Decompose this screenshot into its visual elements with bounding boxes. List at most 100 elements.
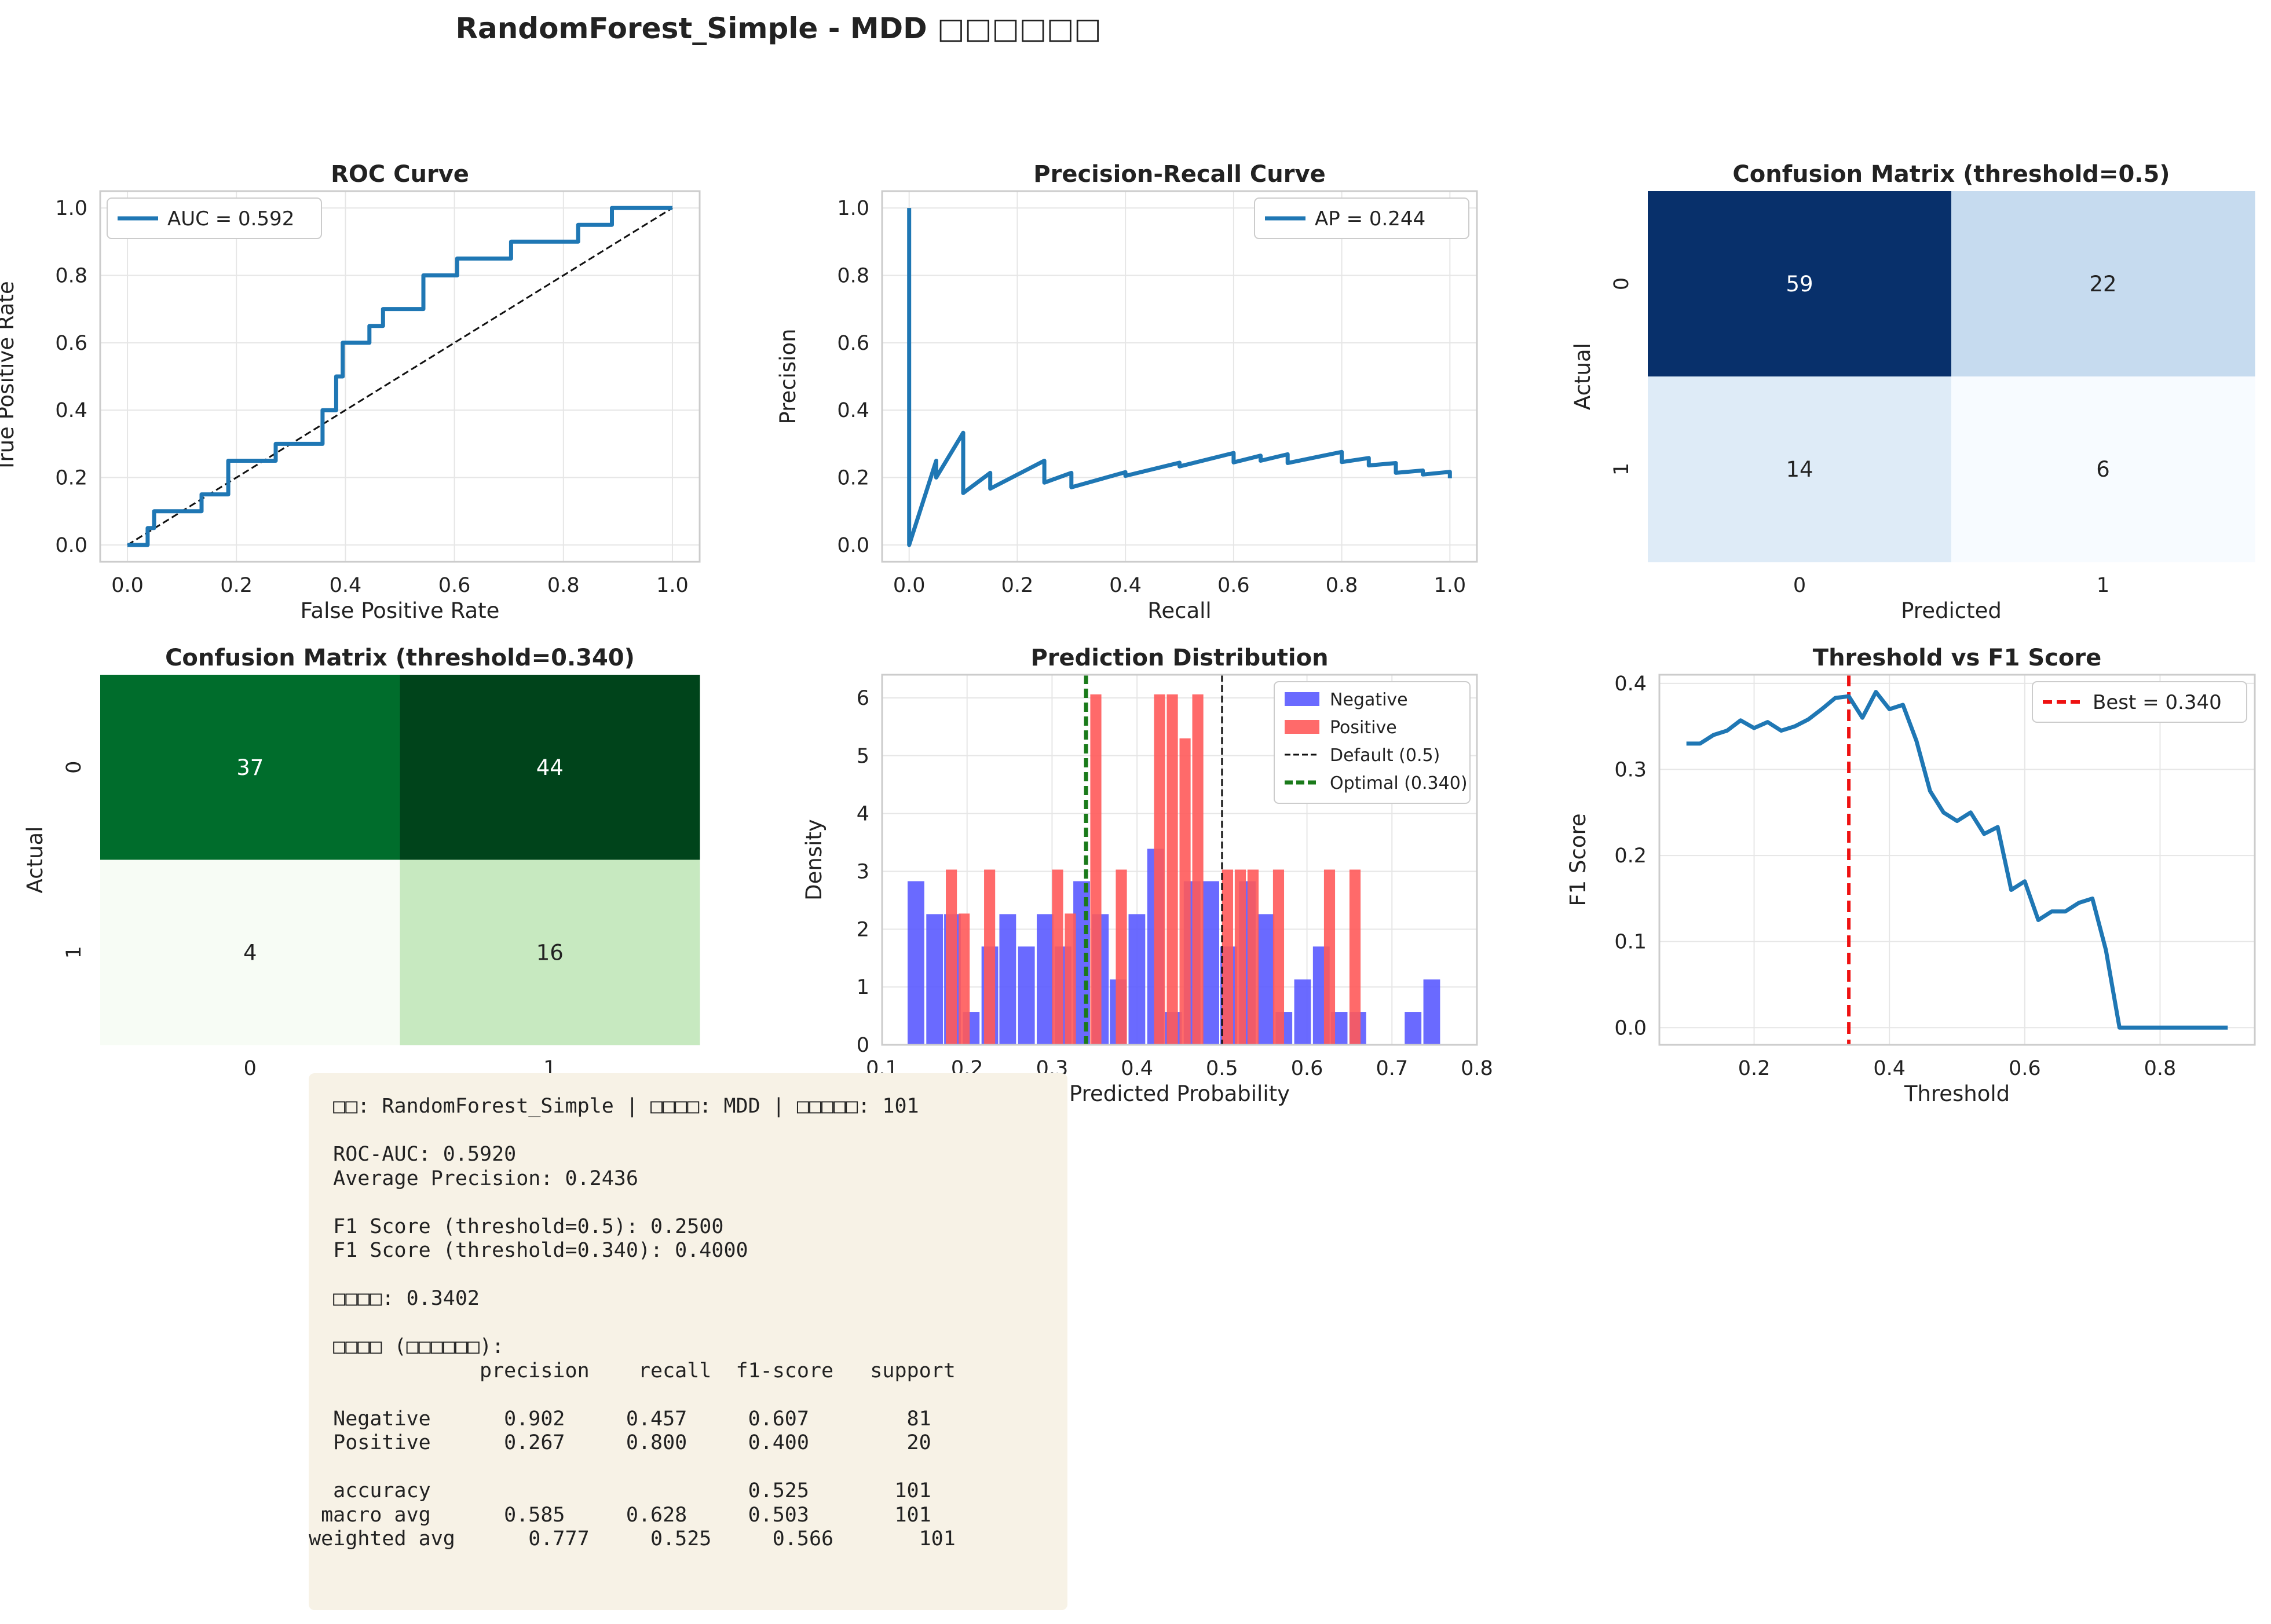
positive-bar xyxy=(1065,913,1076,1045)
y-axis-label: Density xyxy=(802,819,827,901)
cell-value: 59 xyxy=(1786,272,1813,297)
report-line: ROC-AUC: 0.5920 xyxy=(309,1143,517,1166)
y-tick-label: 0.2 xyxy=(837,467,869,490)
report-line: □□□□: 0.3402 xyxy=(309,1287,480,1310)
y-tick-label: 0.4 xyxy=(837,399,869,422)
y-tick-label: 3 xyxy=(857,860,869,883)
x-tick-label: 0.8 xyxy=(1461,1057,1493,1080)
y-tick-label: 0.6 xyxy=(837,332,869,355)
x-tick-label: 0.6 xyxy=(1291,1057,1323,1080)
x-axis-label: Recall xyxy=(1147,598,1211,623)
y-tick-label: 0.4 xyxy=(1614,672,1647,696)
y-tick-label: 0.6 xyxy=(55,332,87,355)
negative-bar xyxy=(1423,979,1440,1045)
series-line xyxy=(127,206,672,547)
heatmap-cell xyxy=(1951,376,2255,562)
positive-bar xyxy=(1247,869,1259,1045)
chart-title: ROC Curve xyxy=(331,161,469,188)
report-line: accuracy 0.525 101 xyxy=(309,1479,931,1502)
positive-bar xyxy=(1272,869,1285,1045)
report-line: Average Precision: 0.2436 xyxy=(309,1166,638,1190)
x-axis-label: Predicted xyxy=(1901,598,2002,623)
x-tick-label: 0.6 xyxy=(438,574,471,597)
legend-label: Best = 0.340 xyxy=(2093,691,2222,714)
x-tick-label: 0 xyxy=(244,1057,257,1080)
x-axis-label: Predicted Probability xyxy=(1069,1081,1290,1106)
negative-bar xyxy=(926,914,943,1045)
positive-bar xyxy=(1222,869,1234,1045)
y-tick-label: 0 xyxy=(63,761,86,774)
y-axis-label: Precision xyxy=(776,328,800,424)
plot-frame xyxy=(881,674,1478,1046)
positive-bar xyxy=(1166,694,1178,1045)
positive-bar xyxy=(1179,738,1191,1045)
x-tick-label: 0.2 xyxy=(220,574,253,597)
x-tick-label: 0.6 xyxy=(2009,1057,2041,1080)
chart-hist: 0.1 0.2 0.3 0.4 0.5 0.6 0.7 0.80123456Predictio… xyxy=(802,645,1493,1106)
x-tick-label: 0.8 xyxy=(1326,574,1358,597)
x-tick-label: 0 xyxy=(1793,574,1806,597)
y-tick-label: 0.2 xyxy=(55,467,87,490)
y-tick-label: 0 xyxy=(1610,277,1633,290)
cell-value: 14 xyxy=(1786,457,1813,482)
chart-roc: 0.0 0.2 0.4 0.6 0.8 1.0 0.0 0.2 0.4 0.6 0.8 1.0 ROC … xyxy=(0,161,701,623)
y-tick-label: 0.3 xyxy=(1614,758,1647,781)
x-tick-label: 0.6 xyxy=(1217,574,1250,597)
negative-bar xyxy=(1202,881,1219,1045)
report-line: precision recall f1-score support xyxy=(309,1359,956,1382)
plot-frame xyxy=(1658,674,2256,1046)
heatmap-cell xyxy=(400,859,700,1045)
x-tick-label: 1.0 xyxy=(1433,574,1466,597)
series-line xyxy=(907,208,1452,547)
y-axis-label: True Positive Rate xyxy=(0,281,19,473)
chart-pr: 0.0 0.2 0.4 0.6 0.8 1.0 0.0 0.2 0.4 0.6 0.8 1.0 Prec… xyxy=(776,161,1478,623)
negative-bar xyxy=(1405,1012,1422,1045)
chart-title: Threshold vs F1 Score xyxy=(1813,645,2101,671)
y-tick-label: 5 xyxy=(857,745,869,768)
plot-frame xyxy=(99,190,701,563)
cell-value: 6 xyxy=(2096,457,2110,482)
cell-value: 4 xyxy=(243,940,257,965)
legend-label: AUC = 0.592 xyxy=(167,207,294,231)
x-tick-label: 0.7 xyxy=(1376,1057,1408,1080)
chart-title: Precision-Recall Curve xyxy=(1033,161,1325,188)
panels: 0.0 0.2 0.4 0.6 0.8 1.0 0.0 0.2 0.4 0.6 0.8 1.0 ROC … xyxy=(0,161,2256,1106)
report-line xyxy=(309,1119,956,1143)
report-line xyxy=(309,1191,956,1215)
x-tick-label: 0.8 xyxy=(547,574,580,597)
chart-cm1: 59 22 14 6 0 1 0 1 Confusion Matrix (threshold=0… xyxy=(1570,161,2255,623)
legend-label: Positive xyxy=(1330,718,1397,738)
y-tick-label: 1 xyxy=(63,946,86,959)
y-tick-label: 0.0 xyxy=(837,534,869,557)
y-tick-label: 0.2 xyxy=(1614,844,1647,868)
cell-value: 44 xyxy=(536,755,564,780)
y-tick-label: 0.4 xyxy=(55,399,87,422)
legend-box xyxy=(1274,681,1471,804)
y-tick-label: 0 xyxy=(857,1034,869,1057)
report-line xyxy=(309,1455,956,1480)
x-tick-label: 0.2 xyxy=(1001,574,1034,597)
y-tick-label: 0.0 xyxy=(1614,1016,1647,1040)
plot-frame xyxy=(881,190,1478,563)
negative-bar xyxy=(1018,946,1035,1045)
negative-bar xyxy=(908,881,924,1045)
heatmap-cell xyxy=(100,675,400,860)
positive-bar xyxy=(1116,869,1127,1045)
chart-f1: 0.2 0.4 0.6 0.8 0.0 0.1 0.2 0.3 0.4 Threshold vs … xyxy=(1566,645,2256,1106)
y-axis-label: Actual xyxy=(1570,343,1595,410)
x-tick-label: 0.8 xyxy=(2144,1057,2177,1080)
y-tick-label: 1 xyxy=(857,976,869,999)
positive-bar xyxy=(1154,694,1165,1045)
negative-bar xyxy=(1128,914,1146,1045)
positive-bar xyxy=(984,869,996,1045)
chance-line xyxy=(127,207,673,546)
negative-bar xyxy=(1037,914,1054,1045)
y-tick-label: 0.8 xyxy=(55,264,87,287)
legend-box xyxy=(107,197,322,239)
cell-value: 16 xyxy=(536,940,564,965)
y-tick-label: 1 xyxy=(1610,463,1633,476)
plot-area xyxy=(882,191,1477,562)
heatmap-cell xyxy=(1648,191,1952,377)
positive-bar xyxy=(1192,694,1204,1045)
x-tick-label: 0.5 xyxy=(1206,1057,1238,1080)
